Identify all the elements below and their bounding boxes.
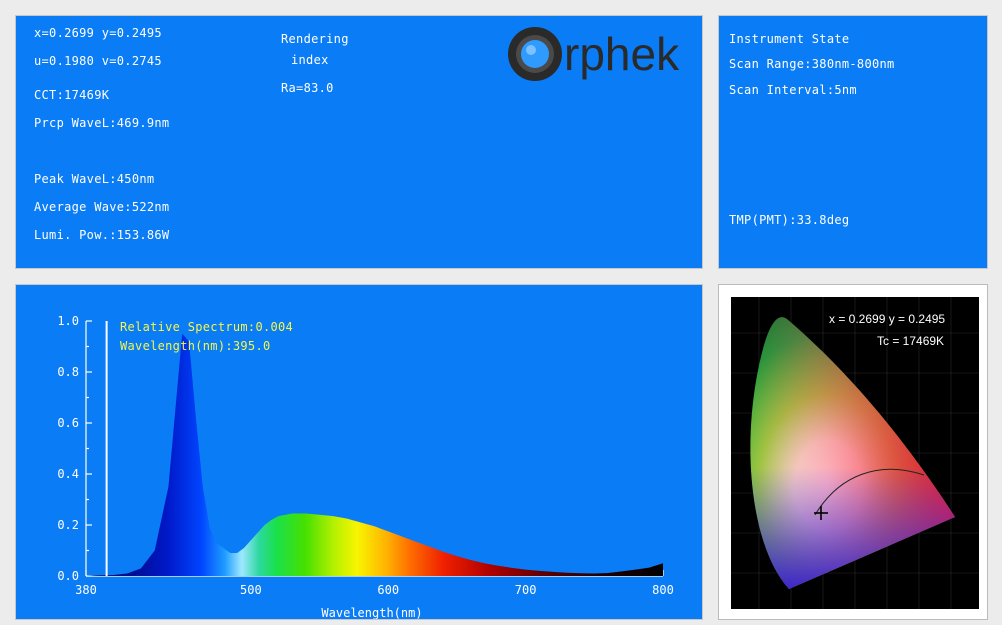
y-axis: 0.0 0.2 0.4 0.6 0.8 1.0 bbox=[57, 314, 92, 583]
x-tick-label: 600 bbox=[377, 583, 399, 597]
color-parameters-panel: x=0.2699 y=0.2495 u=0.1980 v=0.2745 CCT:… bbox=[15, 15, 703, 269]
cie-xy-label: x = 0.2699 y = 0.2495 bbox=[829, 312, 945, 326]
y-tick-label: 0.4 bbox=[57, 467, 79, 481]
planckian-locus bbox=[814, 468, 925, 516]
cie-diagram: x = 0.2699 y = 0.2495 Tc = 17469K bbox=[731, 297, 979, 609]
scan-interval: Scan Interval:5nm bbox=[729, 83, 857, 97]
logo-ring bbox=[521, 40, 549, 68]
average-wavelength: Average Wave:522nm bbox=[34, 200, 170, 214]
y-tick-label: 0.8 bbox=[57, 365, 79, 379]
wavelength-readout: Wavelength(nm):395.0 bbox=[120, 339, 271, 353]
y-tick-label: 0.6 bbox=[57, 416, 79, 430]
instrument-state-title: Instrument State bbox=[729, 32, 850, 46]
logo-text: rphek bbox=[564, 28, 680, 80]
scan-range: Scan Range:380nm-800nm bbox=[729, 57, 895, 71]
uv-coordinates: u=0.1980 v=0.2745 bbox=[34, 54, 162, 68]
peak-wavelength: Peak WaveL:450nm bbox=[34, 172, 155, 186]
prcp-wavelength: Prcp WaveL:469.9nm bbox=[34, 116, 170, 130]
x-tick-label: 380 bbox=[75, 583, 97, 597]
cie-tc-label: Tc = 17469K bbox=[877, 334, 944, 348]
cie-chromaticity-panel: x = 0.2699 y = 0.2495 Tc = 17469K bbox=[718, 284, 988, 620]
instrument-state-panel: Instrument State Scan Range:380nm-800nm … bbox=[718, 15, 988, 269]
orphek-logo: rphek bbox=[506, 22, 706, 84]
chromaticity-marker bbox=[814, 506, 828, 520]
spectrum-area bbox=[86, 333, 663, 576]
x-tick-label: 700 bbox=[515, 583, 537, 597]
spectrum-chart-panel[interactable]: 0.0 0.2 0.4 0.6 0.8 1.0 380 500 600 700 800 Wavel… bbox=[15, 284, 703, 620]
rendering-index-label-2: index bbox=[291, 53, 329, 67]
relative-spectrum-readout: Relative Spectrum:0.004 bbox=[120, 320, 294, 334]
y-tick-label: 0.2 bbox=[57, 518, 79, 532]
cct-value: CCT:17469K bbox=[34, 88, 110, 102]
luminous-power: Lumi. Pow.:153.86W bbox=[34, 228, 170, 242]
y-tick-label: 0.0 bbox=[57, 569, 79, 583]
x-tick-label: 500 bbox=[240, 583, 262, 597]
rendering-index-label-1: Rendering bbox=[281, 32, 349, 46]
ra-value: Ra=83.0 bbox=[281, 81, 334, 95]
x-axis-label: Wavelength(nm) bbox=[321, 606, 422, 619]
y-tick-label: 1.0 bbox=[57, 314, 79, 328]
x-tick-label: 800 bbox=[652, 583, 674, 597]
spectrum-chart[interactable]: 0.0 0.2 0.4 0.6 0.8 1.0 380 500 600 700 800 Wavel… bbox=[16, 285, 702, 619]
xy-coordinates: x=0.2699 y=0.2495 bbox=[34, 26, 162, 40]
pmt-temperature: TMP(PMT):33.8deg bbox=[729, 213, 850, 227]
